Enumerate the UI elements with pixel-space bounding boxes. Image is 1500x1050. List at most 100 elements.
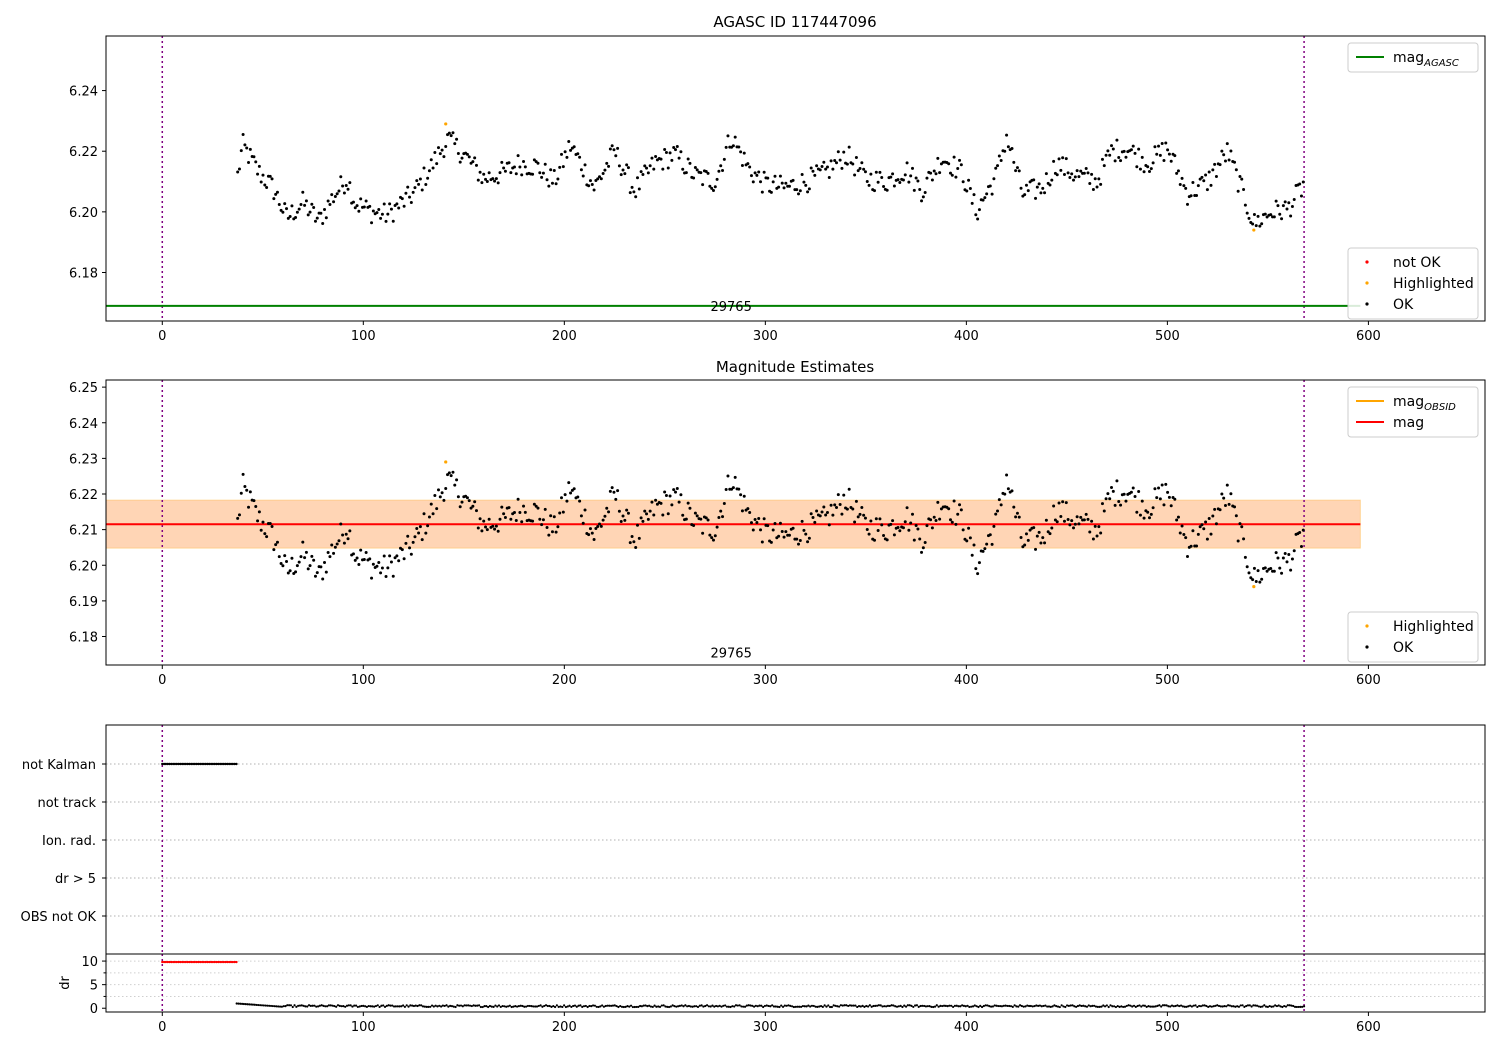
dr-low-point	[792, 1005, 795, 1009]
agasc-ok-point	[257, 164, 261, 168]
dr-low-point	[1020, 1004, 1023, 1008]
dr-low-point	[787, 1004, 790, 1007]
agasc-ok-point	[245, 146, 249, 150]
agasc-ok-point	[1184, 186, 1188, 190]
estimates-ok-point	[297, 560, 301, 564]
agasc-ok-point	[708, 184, 712, 188]
agasc-ok-point	[719, 164, 723, 168]
estimates-ok-point	[357, 563, 361, 567]
agasc-ok-point	[440, 148, 444, 152]
estimates-ok-point	[1166, 490, 1170, 494]
estimates-ok-point	[538, 517, 542, 521]
agasc-ok-point	[1158, 153, 1162, 157]
dr-low-point	[1183, 1005, 1186, 1008]
agasc-ok-point	[721, 168, 725, 172]
estimates-ok-point	[598, 522, 602, 526]
agasc-ok-point	[713, 185, 717, 189]
dr-low-point	[1176, 1004, 1179, 1007]
dr-low-point	[467, 1004, 470, 1007]
agasc-ok-point	[1289, 214, 1293, 218]
dr-low-point	[879, 1004, 882, 1007]
estimates-ok-point	[863, 516, 867, 520]
dr-low-point	[1122, 1005, 1125, 1009]
dr-low-point	[570, 1005, 573, 1009]
dr-xtick-label: 100	[351, 1020, 376, 1035]
dr-low-point	[1008, 1004, 1011, 1008]
estimates-ok-point	[1251, 578, 1255, 582]
agasc-ok-point	[323, 208, 327, 212]
dr-low-point	[942, 1004, 946, 1007]
dr-low-point	[1288, 1004, 1291, 1007]
estimates-ok-point	[359, 548, 363, 552]
agasc-ok-point	[974, 213, 978, 217]
agasc-ok-point	[804, 183, 808, 187]
agasc-ok-point	[625, 163, 629, 167]
dr-low-point	[445, 1004, 448, 1007]
estimates-ok-point	[552, 515, 556, 519]
agasc-ok-point	[664, 150, 668, 154]
estimates-ok-point	[1106, 492, 1110, 496]
agasc-ok-point	[996, 164, 1000, 168]
estimates-ok-point	[478, 517, 482, 521]
agasc-ok-point	[1166, 148, 1170, 152]
agasc-ok-point	[1104, 153, 1108, 157]
dr-low-point	[1165, 1004, 1168, 1007]
agasc-ok-point	[889, 175, 893, 179]
estimates-xtick-label: 300	[753, 673, 778, 688]
estimates-ytick-label: 6.24	[69, 417, 98, 432]
agasc-ok-point	[865, 179, 869, 183]
estimates-ok-point	[646, 517, 650, 521]
dr-low-point	[1293, 1005, 1297, 1008]
estimates-ok-point	[947, 507, 951, 511]
dr-low-point	[658, 1005, 662, 1008]
dr-low-point	[711, 1004, 714, 1007]
flags-category-label: not Kalman	[22, 758, 96, 773]
agasc-ok-point	[1164, 141, 1168, 145]
estimates-ok-point	[1117, 499, 1121, 503]
dr-low-point	[660, 1004, 663, 1007]
dr-low-point	[378, 1005, 381, 1009]
estimates-ok-point	[522, 504, 526, 508]
dr-low-point	[1018, 1004, 1022, 1007]
agasc-ok-point	[780, 181, 784, 185]
dr-low-point	[1069, 1004, 1072, 1007]
flags-not-kalman-point	[206, 762, 209, 766]
agasc-ok-point	[1169, 159, 1173, 163]
estimates-ok-point	[332, 551, 336, 555]
agasc-bottom-legend-label: Highlighted	[1393, 276, 1474, 292]
dr-low-point	[1292, 1004, 1295, 1008]
agasc-ok-point	[536, 161, 540, 165]
agasc-ok-point	[648, 164, 652, 168]
dr-high-point	[193, 960, 197, 964]
estimates-ok-point	[807, 536, 811, 540]
estimates-ok-point	[1290, 557, 1294, 561]
dr-low-point	[1100, 1005, 1103, 1008]
agasc-ok-point	[1115, 138, 1119, 142]
estimates-ok-point	[1099, 531, 1103, 535]
agasc-ok-point	[304, 199, 308, 203]
dr-low-point	[1277, 1004, 1280, 1007]
agasc-ok-point	[670, 158, 674, 162]
estimates-ok-point	[245, 488, 249, 492]
dr-low-point	[796, 1005, 799, 1008]
dr-low-point	[320, 1004, 323, 1007]
dr-low-point	[360, 1004, 363, 1008]
estimates-ok-point	[815, 509, 819, 513]
estimates-ok-point	[905, 506, 909, 510]
estimates-ok-point	[518, 511, 522, 515]
flags-not-kalman-point	[170, 762, 173, 766]
estimates-ok-point	[560, 496, 564, 500]
dr-low-point	[1026, 1004, 1029, 1007]
estimates-ok-point	[1299, 545, 1303, 549]
dr-low-point	[1279, 1005, 1282, 1008]
dr-low-point	[780, 1004, 783, 1007]
agasc-xtick-label: 400	[954, 329, 979, 344]
agasc-ok-point	[1247, 216, 1251, 220]
dr-low-point	[430, 1004, 434, 1007]
agasc-ok-point	[646, 171, 650, 175]
estimates-ok-point	[838, 503, 842, 507]
estimates-ok-point	[882, 534, 886, 538]
dr-low-point	[338, 1004, 341, 1007]
dr-low-point	[1078, 1004, 1081, 1007]
agasc-ok-point	[512, 165, 516, 169]
